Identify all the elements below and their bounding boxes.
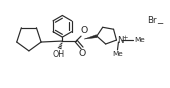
Text: Me: Me — [112, 51, 123, 57]
Text: +: + — [122, 35, 127, 41]
Text: O: O — [80, 26, 88, 35]
Text: Me: Me — [134, 37, 145, 43]
Text: Br: Br — [147, 16, 157, 25]
Text: O: O — [79, 49, 86, 58]
Polygon shape — [84, 35, 97, 39]
Text: OH: OH — [52, 50, 64, 59]
Text: N: N — [117, 36, 124, 45]
Text: −: − — [156, 18, 163, 27]
